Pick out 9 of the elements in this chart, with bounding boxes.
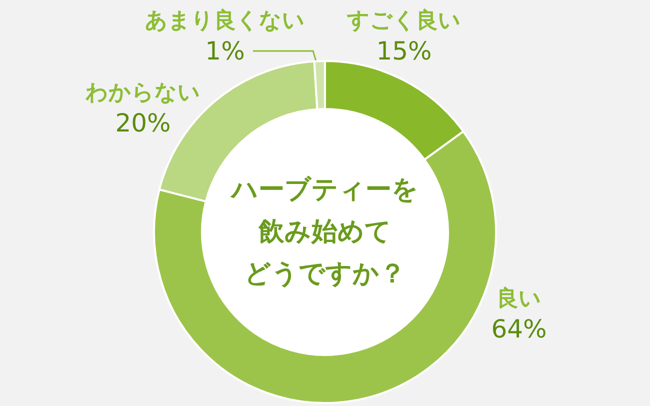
slice-label: すごく良い [346, 8, 461, 34]
data-label: 64% [491, 314, 547, 344]
data-label: 1% [205, 36, 245, 66]
slice-label: あまり良くない [145, 8, 305, 34]
data-label: 15% [376, 36, 432, 66]
data-label: 20% [115, 108, 171, 138]
slice-label: わからない [84, 80, 200, 106]
text: ハーブティーを飲み始めてどうですか？ [229, 174, 420, 291]
slice-label: 良い [496, 286, 542, 312]
